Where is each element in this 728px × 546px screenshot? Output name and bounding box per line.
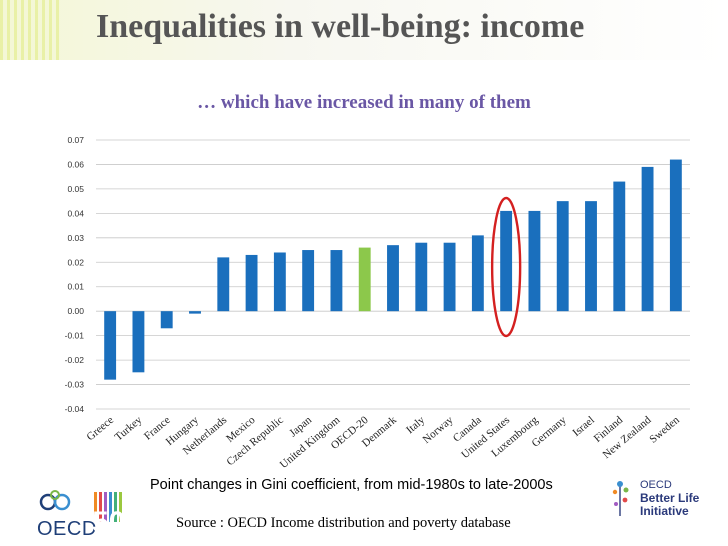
source-note: Source : OECD Income distribution and po… — [176, 515, 511, 531]
bar-luxembourg — [528, 210, 541, 312]
bar-denmark — [387, 245, 399, 312]
bar-norway — [443, 242, 456, 312]
y-tick-label: 0.02 — [67, 257, 84, 267]
y-axis-ticks: -0.04 -0.03 -0.02 -0.01 0.00 0.01 0.02 0.03 0.04… — [65, 135, 85, 414]
bar-chart: -0.04 -0.03 -0.02 -0.01 0.00 0.01 0.02 0.03 0.04… — [65, 135, 690, 471]
bar-finland — [613, 181, 626, 312]
chart-caption: Point changes in Gini coefficient, from … — [150, 477, 553, 493]
bar-france — [160, 311, 173, 329]
slide-title: Inequalities in well-being: income — [96, 8, 585, 45]
better-life-flower-icon — [612, 481, 629, 516]
bar-hungary — [189, 311, 201, 314]
oecd-circles — [39, 490, 71, 511]
highlight-circle — [490, 196, 522, 338]
y-tick-label: 0.06 — [67, 159, 84, 169]
y-tick-label: -0.03 — [65, 380, 85, 390]
y-tick-label: 0.04 — [67, 208, 84, 218]
y-tick-label: -0.02 — [65, 355, 85, 365]
y-tick-label: 0.03 — [67, 233, 84, 243]
bar-canada — [471, 235, 484, 312]
oecd-logo-icon — [39, 490, 122, 522]
bar-new-zealand — [641, 166, 654, 312]
bar-germany — [556, 201, 569, 312]
bar-netherlands — [217, 257, 230, 312]
bar-sweden — [669, 159, 682, 312]
anniversary-bars — [94, 492, 122, 522]
oecd-anniversary-text: 50 — [92, 506, 126, 539]
bar-turkey — [132, 311, 145, 373]
title-decoration — [0, 0, 60, 60]
bar-italy — [415, 242, 428, 312]
y-tick-label: -0.04 — [65, 404, 85, 414]
bar-mexico — [245, 254, 258, 312]
x-tick-label: Norway — [421, 414, 456, 446]
better-life-initiative-logo: OECD Better Life Initiative — [640, 479, 699, 518]
oecd-logo-text: OECD — [37, 518, 97, 540]
bli-line-1: OECD — [640, 479, 672, 491]
bar-oecd-20 — [358, 247, 371, 312]
bar-greece — [104, 311, 117, 380]
x-tick-label: Greece — [85, 414, 117, 443]
x-tick-label: Sweden — [647, 414, 682, 446]
bar-united-states — [500, 210, 513, 312]
bars — [104, 159, 682, 380]
bar-israel — [585, 201, 597, 312]
slide-subtitle: … which have increased in many of them — [197, 92, 531, 113]
x-axis-labels: GreeceTurkeyFranceHungaryNetherlandsMexi… — [85, 414, 683, 471]
x-tick-label: Turkey — [113, 414, 145, 444]
title-bar — [0, 0, 728, 60]
y-tick-label: 0.00 — [67, 306, 84, 316]
y-tick-label: 0.07 — [67, 135, 84, 145]
bli-line-3: Initiative — [640, 504, 689, 518]
bar-united-kingdom — [330, 250, 343, 312]
bli-line-2: Better Life — [640, 491, 700, 505]
annotations — [490, 196, 522, 338]
y-tick-label: -0.01 — [65, 331, 85, 341]
bar-czech-republic — [273, 252, 286, 312]
y-tick-label: 0.01 — [67, 282, 84, 292]
y-tick-label: 0.05 — [67, 184, 84, 194]
bar-japan — [302, 250, 315, 312]
